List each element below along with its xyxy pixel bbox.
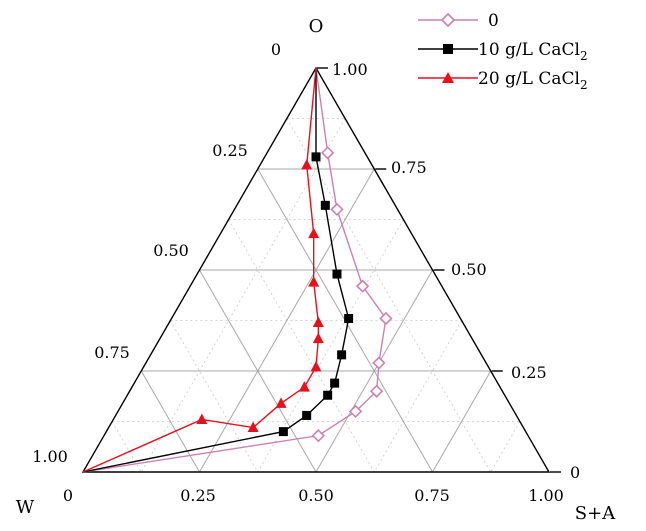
legend: 0 10 g/L CaCl2 20 g/L CaCl2 — [418, 11, 588, 92]
grid-line-minor — [286, 118, 492, 473]
legend-label: 0 — [488, 11, 499, 31]
grid-line-minor — [228, 219, 375, 473]
series-2 — [82, 67, 324, 473]
legend-label: 10 g/L CaCl2 — [478, 40, 588, 63]
data-point-square — [278, 427, 288, 437]
vertex-label-oil: O — [309, 16, 324, 37]
data-point-triangle — [312, 316, 324, 328]
data-point-triangle — [196, 413, 208, 424]
data-point-diamond — [348, 404, 363, 419]
data-point-diamond — [355, 279, 370, 293]
series-layer — [82, 67, 393, 473]
series-line — [82, 67, 387, 473]
data-point-square — [320, 200, 330, 210]
grid-line-major — [432, 370, 492, 473]
triangle-frame — [81, 66, 551, 473]
legend-entry-0: 0 — [418, 11, 499, 31]
data-point-diamond — [321, 146, 335, 160]
water-tick-label: 1.00 — [32, 447, 68, 466]
tick-marks — [317, 67, 561, 473]
data-point-square — [337, 350, 347, 360]
grid-line-minor — [140, 118, 346, 473]
grid-line-minor — [373, 320, 462, 473]
data-point-diamond — [311, 429, 325, 443]
series-0 — [82, 67, 393, 473]
vertex-label-surfactant: S+A — [575, 503, 616, 524]
data-point-triangle — [275, 397, 287, 408]
legend-entry-1: 10 g/L CaCl2 — [418, 40, 588, 63]
surfactant-tick-label: 0.25 — [180, 486, 216, 505]
water-tick-label: 0.25 — [212, 141, 248, 160]
data-point-square — [302, 410, 312, 420]
data-point-square — [332, 269, 342, 279]
data-point-square — [330, 378, 340, 388]
minor-gridlines — [111, 118, 521, 473]
surfactant-tick-label: 0.75 — [414, 486, 450, 505]
vertex-label-water: W — [16, 497, 35, 518]
data-point-triangle — [298, 381, 310, 392]
water-tick-label: 0.75 — [94, 343, 130, 362]
data-point-diamond — [369, 384, 384, 398]
surfactant-tick-label: 1.00 — [528, 486, 564, 505]
grid-line-major — [315, 269, 433, 473]
data-point-triangle — [310, 360, 322, 372]
water-tick-label: 0.50 — [153, 241, 189, 260]
oil-tick-label: 1.00 — [332, 60, 368, 79]
oil-tick-label: 0.75 — [391, 158, 427, 177]
grid-line-minor — [490, 421, 521, 473]
surfactant-tick-label: 0 — [63, 486, 73, 505]
grid-line-major — [199, 168, 375, 473]
data-point-square — [311, 152, 321, 162]
data-point-diamond — [379, 311, 393, 326]
series-1 — [82, 68, 354, 473]
grid-line-minor — [257, 219, 404, 473]
legend-label: 20 g/L CaCl2 — [478, 69, 588, 92]
data-point-diamond — [372, 356, 386, 370]
data-point-triangle — [308, 276, 320, 287]
data-point-triangle — [247, 421, 259, 433]
oil-tick-label: 0.25 — [511, 363, 547, 382]
data-point-square — [323, 390, 333, 400]
series-line — [82, 67, 320, 473]
data-point-triangle — [308, 227, 320, 239]
legend-marker-triangle — [442, 72, 454, 83]
grid-line-minor — [111, 421, 142, 473]
data-point-square — [344, 313, 354, 323]
legend-entry-2: 20 g/L CaCl2 — [418, 69, 588, 92]
data-point-triangle — [301, 158, 313, 170]
data-point-diamond — [330, 202, 344, 217]
legend-marker-square — [443, 44, 453, 54]
oil-tick-label: 0.50 — [451, 260, 487, 279]
water-tick-label: 0 — [271, 40, 281, 59]
oil-tick-label: 0 — [570, 463, 580, 482]
data-point-triangle — [312, 332, 324, 344]
grid-line-minor — [170, 320, 259, 473]
legend-marker-diamond — [440, 12, 456, 28]
surfactant-tick-label: 0.50 — [298, 486, 334, 505]
